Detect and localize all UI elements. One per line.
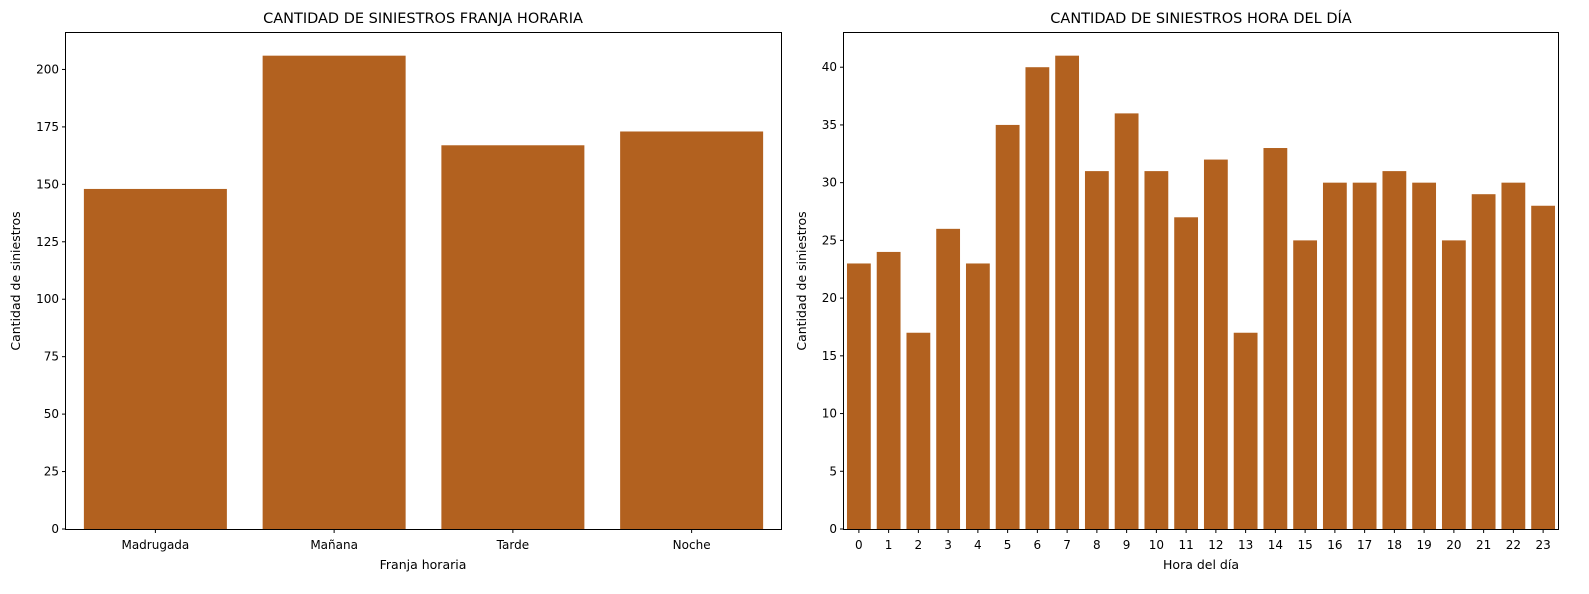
x-tick-label: Madrugada: [121, 538, 189, 552]
y-tick-label: 25: [44, 465, 59, 479]
x-tick-label: 17: [1357, 538, 1372, 552]
x-tick-label: 16: [1327, 538, 1342, 552]
y-tick-label: 5: [829, 464, 837, 478]
y-tick-label: 200: [36, 62, 59, 76]
bar-Mañana: [262, 55, 406, 530]
x-tick-label: 8: [1093, 538, 1101, 552]
bar-14: [1263, 148, 1288, 529]
x-tick-label: 20: [1446, 538, 1461, 552]
x-tick-label: 6: [1034, 538, 1042, 552]
bar-19: [1412, 182, 1437, 529]
x-axis-label: Hora del día: [1163, 557, 1239, 572]
bar-17: [1352, 182, 1377, 529]
x-tick-label: 10: [1149, 538, 1164, 552]
bar-2: [906, 332, 931, 529]
y-tick-label: 35: [822, 118, 837, 132]
x-tick-label: 5: [1004, 538, 1012, 552]
y-tick-label: 30: [822, 176, 837, 190]
x-axis-ticks: Madrugada Mañana Tarde Noche: [121, 529, 711, 552]
x-tick-label: 9: [1123, 538, 1131, 552]
bar-1: [876, 251, 901, 529]
y-tick-label: 175: [36, 120, 59, 134]
x-tick-label: 15: [1297, 538, 1312, 552]
y-axis-label: Cantidad de siniestros: [794, 211, 809, 350]
bar-6: [1025, 67, 1050, 530]
x-tick-label: 2: [915, 538, 923, 552]
y-axis-ticks: 0 25 50 75 100 125 150 175 200: [36, 62, 66, 536]
bar-Tarde: [441, 145, 585, 529]
plot-frame: [65, 32, 782, 530]
bar-18: [1382, 171, 1407, 530]
bar-10: [1144, 171, 1169, 530]
x-tick-label: 4: [974, 538, 982, 552]
x-tick-label: Noche: [673, 538, 711, 552]
y-tick-label: 10: [822, 407, 837, 421]
y-tick-label: 15: [822, 349, 837, 363]
chart-title: CANTIDAD DE SINIESTROS FRANJA HORARIA: [263, 11, 583, 27]
bar-16: [1322, 182, 1347, 529]
bar-Noche: [620, 131, 764, 530]
y-tick-label: 125: [36, 235, 59, 249]
x-tick-label: 22: [1506, 538, 1521, 552]
plot-frame: [843, 32, 1559, 530]
y-tick-label: 75: [44, 350, 59, 364]
y-tick-label: 40: [822, 60, 837, 74]
y-tick-label: 25: [822, 233, 837, 247]
x-axis-ticks: 0 1 2 3 4 5 6 7 8 9 10 11 12 13 14 15 16 17 18 19 20 21 22 23: [855, 529, 1551, 552]
x-tick-label: 13: [1238, 538, 1253, 552]
bar-21: [1471, 194, 1496, 529]
x-tick-label: 18: [1387, 538, 1402, 552]
bar-3: [936, 228, 961, 529]
x-tick-label: 12: [1208, 538, 1223, 552]
x-tick-label: 3: [944, 538, 952, 552]
x-tick-label: 21: [1476, 538, 1491, 552]
x-tick-label: 0: [855, 538, 863, 552]
x-tick-label: 14: [1268, 538, 1283, 552]
x-tick-label: 1: [885, 538, 893, 552]
bar-5: [995, 124, 1020, 530]
bar-group: [83, 55, 764, 530]
bar-12: [1203, 159, 1228, 529]
y-tick-label: 20: [822, 291, 837, 305]
chart-hora-del-dia: CANTIDAD DE SINIESTROS HORA DEL DÍA 0510…: [794, 10, 1559, 572]
bar-0: [846, 263, 871, 529]
bar-7: [1055, 55, 1080, 530]
y-tick-label: 150: [36, 177, 59, 191]
bar-22: [1501, 182, 1526, 529]
y-axis-ticks: 0 5 10 15 20 25 30 35 40: [822, 60, 844, 536]
y-tick-label: 100: [36, 292, 59, 306]
y-axis-label: Cantidad de siniestros: [8, 211, 23, 350]
chart-franja-horaria: CANTIDAD DE SINIESTROS FRANJA HORARIA 0 2…: [8, 11, 782, 572]
x-tick-label: 23: [1535, 538, 1550, 552]
x-tick-label: Mañana: [310, 538, 358, 552]
y-tick-label: 0: [51, 522, 59, 536]
y-tick-label: 0: [829, 522, 837, 536]
bar-4: [965, 263, 990, 529]
x-tick-label: 19: [1416, 538, 1431, 552]
bar-9: [1114, 113, 1139, 529]
x-axis-label: Franja horaria: [380, 557, 467, 572]
x-tick-label: 11: [1178, 538, 1193, 552]
bar-group: [846, 55, 1556, 530]
y-tick-label: 50: [44, 407, 59, 421]
bar-23: [1531, 205, 1556, 529]
x-tick-label: Tarde: [496, 538, 529, 552]
x-tick-label: 7: [1063, 538, 1071, 552]
bar-20: [1441, 240, 1466, 529]
bar-13: [1233, 332, 1258, 529]
bar-15: [1293, 240, 1318, 529]
bar-Madrugada: [83, 188, 227, 529]
bar-11: [1174, 217, 1199, 530]
chart-title: CANTIDAD DE SINIESTROS HORA DEL DÍA: [1050, 10, 1351, 27]
bar-8: [1084, 171, 1109, 530]
